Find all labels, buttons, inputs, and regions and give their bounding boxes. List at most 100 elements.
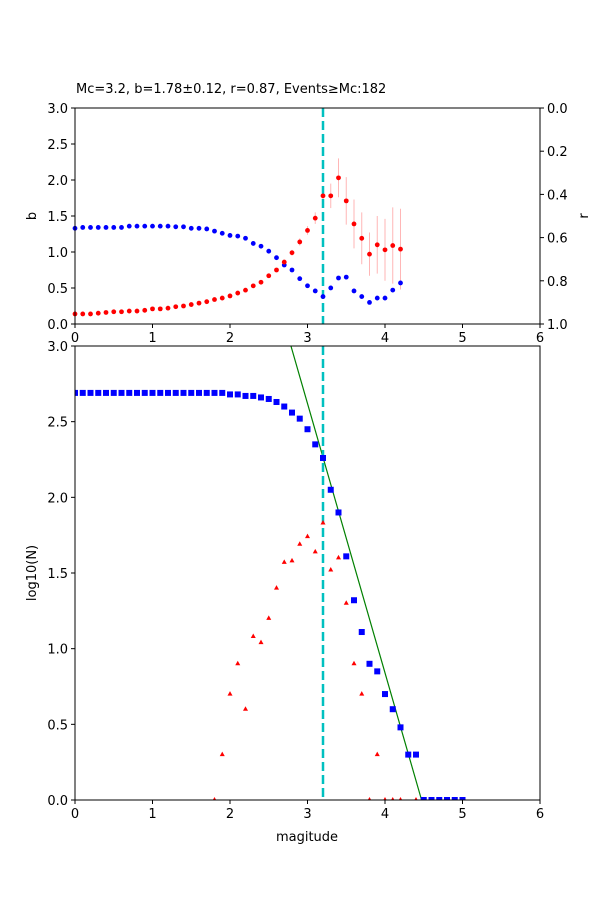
top-x-tick-label: 4: [381, 331, 389, 346]
cumulative-point: [157, 389, 164, 396]
noncumulative-point: [266, 615, 272, 620]
b-point: [235, 290, 241, 296]
cumulative-point: [289, 409, 295, 416]
noncumulative-point: [320, 520, 326, 525]
noncumulative-point: [212, 797, 217, 800]
noncumulative-point: [383, 797, 387, 800]
bottom-y-tick-label: 1.0: [47, 643, 68, 658]
noncumulative-point: [312, 548, 318, 554]
noncumulative-point: [398, 797, 403, 800]
top-x-tick-label: 5: [458, 331, 466, 346]
r-point: [312, 288, 318, 294]
r-point: [150, 223, 155, 229]
noncumulative-point: [243, 706, 248, 711]
r-point: [157, 223, 163, 229]
b-point: [359, 235, 365, 241]
b-point: [390, 243, 396, 248]
b-point: [111, 309, 117, 315]
r-point: [111, 225, 117, 230]
r-point: [80, 225, 86, 230]
noncumulative-point: [391, 797, 395, 800]
cumulative-point: [451, 797, 458, 800]
bottom-x-tick-label: 6: [536, 807, 544, 822]
b-point: [312, 215, 318, 221]
cumulative-point: [234, 391, 241, 398]
noncumulative-point: [227, 691, 233, 696]
b-point: [119, 309, 124, 315]
bottom-x-tick-label: 3: [303, 807, 311, 822]
cumulative-point: [250, 392, 257, 399]
cumulative-point: [405, 751, 412, 758]
cumulative-point: [382, 691, 388, 698]
cumulative-point: [188, 389, 195, 396]
r-point: [320, 294, 326, 299]
top-y-tick-label: 0.0: [47, 318, 68, 333]
noncumulative-point: [219, 751, 225, 757]
noncumulative-point: [414, 797, 418, 800]
top-y-tick-label: 0.5: [47, 282, 68, 297]
noncumulative-point: [336, 554, 341, 560]
b-point: [250, 283, 256, 289]
b-point: [351, 221, 357, 227]
r-point: [204, 226, 210, 232]
cumulative-point: [358, 629, 365, 636]
top-y-right-tick-label: 0.0: [547, 102, 568, 117]
cumulative-point: [351, 597, 357, 604]
b-point: [398, 246, 403, 252]
b-point: [88, 311, 93, 317]
r-point: [398, 280, 403, 286]
bottom-x-tick-label: 1: [148, 807, 156, 822]
noncumulative-point: [367, 797, 372, 800]
cumulative-point: [366, 660, 373, 667]
top-chart-title: Mc=3.2, b=1.78±0.12, r=0.87, Events≥Mc:1…: [76, 82, 386, 97]
r-point: [289, 267, 295, 273]
bottom-x-tick-label: 4: [381, 807, 389, 822]
b-point: [297, 239, 303, 245]
noncumulative-point: [258, 639, 264, 645]
b-point: [126, 308, 132, 314]
b-point: [165, 305, 171, 311]
noncumulative-point: [374, 751, 380, 757]
cumulative-point: [110, 389, 117, 396]
cumulative-point: [126, 389, 133, 396]
r-point: [188, 225, 194, 231]
cumulative-point: [172, 389, 179, 396]
r-point: [196, 225, 202, 231]
r-point: [266, 248, 272, 254]
cumulative-point: [227, 391, 233, 398]
top-y-tick-label: 3.0: [47, 102, 68, 117]
b-point: [367, 251, 372, 257]
cumulative-point: [420, 797, 427, 800]
noncumulative-point: [281, 559, 287, 564]
bottom-x-tick-label: 5: [458, 807, 466, 822]
cumulative-point: [242, 392, 249, 399]
r-point: [181, 224, 186, 230]
r-point: [173, 224, 179, 230]
b-point: [266, 273, 272, 279]
b-point: [258, 279, 264, 285]
b-point: [188, 302, 194, 307]
cumulative-point: [312, 441, 319, 448]
cumulative-point: [75, 389, 78, 396]
cumulative-point: [134, 389, 140, 396]
b-point: [80, 311, 86, 317]
b-point: [103, 310, 109, 315]
r-point: [258, 243, 264, 249]
top-y-right-label: r: [577, 213, 592, 219]
noncumulative-point: [328, 566, 334, 572]
r-point: [219, 230, 225, 236]
r-point: [390, 287, 396, 293]
noncumulative-point: [235, 660, 241, 666]
b-point: [196, 300, 202, 306]
cumulative-point: [428, 797, 435, 800]
b-point: [289, 250, 295, 256]
cumulative-point: [304, 426, 311, 433]
r-point: [88, 225, 93, 230]
r-point: [305, 283, 310, 289]
top-y-tick-label: 1.0: [47, 246, 68, 261]
cumulative-point: [203, 389, 210, 396]
cumulative-point: [335, 509, 342, 516]
r-point: [359, 294, 365, 299]
bottom-y-tick-label: 0.0: [47, 794, 68, 809]
b-point: [382, 247, 388, 253]
